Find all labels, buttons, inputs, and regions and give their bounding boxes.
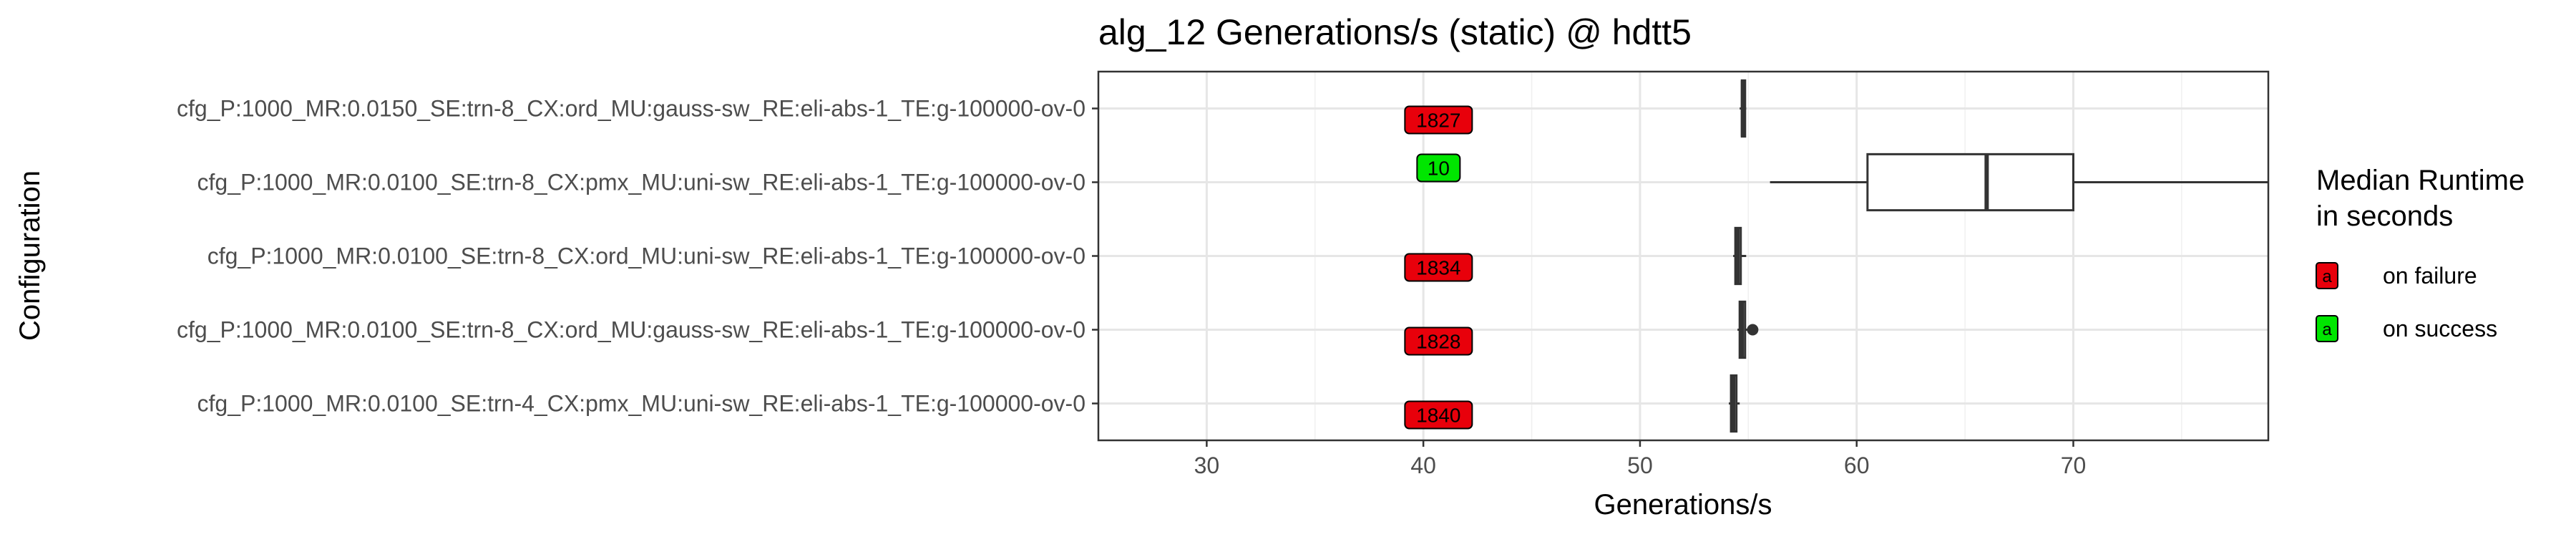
runtime-label-box [1404,326,1473,356]
runtime-label-failure: 1834 [1404,253,1473,282]
boxes [1729,79,2268,433]
legend-title-line1: Median Runtime [2316,165,2524,196]
runtime-labels: 1827 10 1834 1828 1840 [1404,105,1473,430]
box-5 [1729,374,1740,433]
y-tick-label: cfg_P:1000_MR:0.0100_SE:trn-4_CX:pmx_MU:… [197,391,1086,417]
y-tick-label: cfg_P:1000_MR:0.0150_SE:trn-8_CX:ord_MU:… [177,96,1085,122]
legend-entry-2: a on success [2316,315,2497,342]
x-tick-label: 30 [1194,453,1220,478]
runtime-label-failure: 1840 [1404,400,1473,430]
runtime-label-box [1404,400,1473,430]
y-tick-label: cfg_P:1000_MR:0.0100_SE:trn-8_CX:pmx_MU:… [197,170,1086,195]
x-axis: 30 40 50 60 70 [1194,440,2087,478]
legend-key-glyph: a [2322,320,2332,339]
runtime-label-text: 1828 [1416,331,1460,353]
legend-title-line2: in seconds [2316,200,2453,232]
box-3 [1733,226,1747,286]
legend-key [2316,262,2338,289]
box-1 [1740,79,1747,138]
runtime-label-box [1404,253,1473,282]
runtime-label-text: 1827 [1416,110,1460,132]
legend: Median Runtime in seconds a on failure a on… [2316,165,2524,342]
x-axis-title: Generations/s [1594,489,1772,521]
x-tick-label: 50 [1627,453,1653,478]
runtime-label-text: 10 [1428,158,1450,180]
box-iqr [1866,153,2074,212]
runtime-label-failure: 1827 [1404,105,1473,135]
plot-panel: 1827 10 1834 1828 1840 [1097,70,2270,442]
box-4 [1737,300,1759,359]
legend-label: on failure [2383,263,2477,289]
x-tick-label: 70 [2061,453,2087,478]
chart-title: alg_12 Generations/s (static) @ hdtt5 [1098,12,1692,52]
x-tick-label: 60 [1844,453,1870,478]
legend-key [2316,315,2338,342]
y-axis-title: Configuration [14,170,46,341]
runtime-label-text: 1834 [1416,257,1460,279]
runtime-label-success: 10 [1416,153,1461,183]
legend-entry-1: a on failure [2316,262,2477,289]
legend-key-glyph: a [2322,267,2332,286]
legend-label: on success [2383,316,2497,342]
runtime-label-box [1416,153,1461,183]
runtime-label-failure: 1828 [1404,326,1473,356]
y-axis: cfg_P:1000_MR:0.0150_SE:trn-8_CX:ord_MU:… [177,96,1098,417]
runtime-label-text: 1840 [1416,405,1460,427]
y-tick-label: cfg_P:1000_MR:0.0100_SE:trn-8_CX:ord_MU:… [208,243,1085,269]
runtime-label-box [1404,105,1473,135]
box-2 [1770,153,2268,212]
legend-entries: a on failure a on success [2316,262,2497,342]
box-outlier [1747,324,1759,336]
y-tick-label: cfg_P:1000_MR:0.0100_SE:trn-8_CX:ord_MU:… [177,317,1085,343]
x-tick-label: 40 [1410,453,1436,478]
